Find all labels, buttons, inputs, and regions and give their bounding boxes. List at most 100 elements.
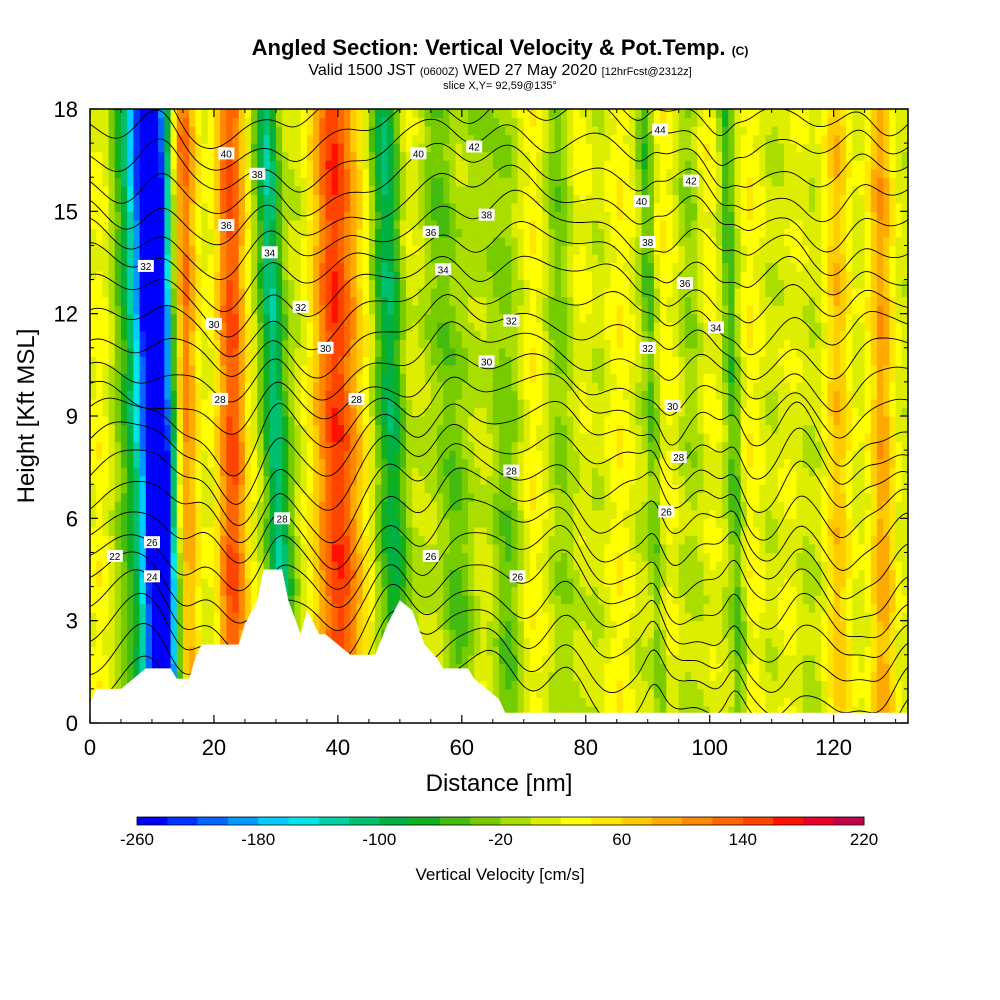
velocity-cell (362, 603, 370, 613)
velocity-cell (412, 433, 420, 443)
velocity-cell (313, 339, 320, 349)
velocity-cell (226, 620, 234, 630)
velocity-cell (170, 560, 178, 571)
velocity-cell (337, 126, 345, 136)
velocity-cell (127, 117, 134, 127)
velocity-cell (443, 271, 451, 281)
velocity-cell (90, 509, 97, 519)
velocity-cell (300, 253, 308, 264)
velocity-cell (486, 569, 494, 579)
velocity-cell (492, 253, 500, 264)
velocity-cell (182, 168, 190, 178)
velocity-cell (164, 475, 172, 485)
velocity-cell (108, 271, 116, 281)
velocity-cell (325, 168, 333, 178)
velocity-cell (443, 109, 451, 119)
velocity-cell (368, 279, 376, 289)
velocity-cell (331, 253, 339, 264)
velocity-cell (430, 313, 438, 323)
velocity-cell (455, 253, 463, 264)
velocity-cell (102, 347, 110, 357)
velocity-cell (170, 271, 178, 281)
velocity-cell (499, 126, 506, 136)
velocity-cell (443, 467, 451, 477)
velocity-cell (337, 552, 345, 562)
velocity-cell (96, 279, 103, 289)
velocity-cell (474, 637, 482, 647)
velocity-cell (151, 381, 159, 392)
velocity-cell (170, 168, 178, 178)
velocity-cell (424, 347, 432, 357)
velocity-cell (120, 450, 128, 460)
velocity-cell (313, 117, 320, 127)
velocity-cell (238, 373, 246, 383)
velocity-cell (133, 424, 141, 434)
velocity-cell (430, 347, 438, 357)
velocity-cell (145, 322, 153, 332)
velocity-cell (486, 620, 494, 630)
velocity-cell (368, 620, 376, 630)
velocity-cell (356, 322, 364, 332)
velocity-cell (300, 364, 308, 374)
velocity-cell (381, 313, 389, 323)
velocity-cell (350, 467, 358, 477)
velocity-cell (127, 603, 134, 613)
velocity-cell (486, 339, 494, 349)
velocity-cell (505, 492, 512, 502)
velocity-cell (275, 364, 283, 374)
velocity-cell (306, 271, 314, 281)
velocity-cell (176, 646, 184, 656)
velocity-cell (381, 518, 389, 528)
velocity-cell (443, 518, 451, 528)
velocity-cell (387, 236, 395, 247)
velocity-cell (244, 143, 252, 153)
velocity-cell (300, 143, 308, 153)
velocity-cell (164, 236, 172, 247)
velocity-cell (449, 492, 457, 502)
velocity-cell (207, 185, 215, 195)
velocity-cell (437, 390, 444, 400)
velocity-cell (331, 381, 339, 392)
velocity-cell (449, 330, 457, 340)
velocity-cell (325, 629, 333, 639)
velocity-cell (257, 253, 265, 264)
velocity-cell (393, 245, 401, 255)
velocity-cell (220, 535, 227, 545)
velocity-cell (356, 211, 364, 221)
velocity-cell (207, 492, 215, 502)
velocity-cell (455, 492, 463, 502)
velocity-cell (461, 569, 469, 579)
velocity-cell (406, 416, 413, 426)
velocity-cell (455, 620, 463, 630)
velocity-cell (337, 595, 345, 605)
velocity-cell (461, 595, 469, 605)
velocity-cell (474, 501, 482, 511)
velocity-cell (182, 364, 190, 374)
velocity-cell (455, 160, 463, 170)
velocity-cell (164, 330, 172, 340)
velocity-cell (492, 637, 500, 647)
velocity-cell (170, 501, 178, 511)
velocity-cell (492, 134, 500, 144)
velocity-cell (381, 211, 389, 221)
velocity-cell (182, 253, 190, 264)
velocity-cell (127, 271, 134, 281)
velocity-cell (468, 492, 475, 502)
velocity-cell (96, 211, 103, 221)
velocity-cell (430, 543, 438, 554)
velocity-cell (368, 373, 376, 383)
velocity-cell (189, 160, 196, 170)
velocity-cell (170, 467, 178, 477)
velocity-cell (151, 543, 159, 554)
velocity-cell (164, 603, 172, 613)
velocity-cell (226, 458, 234, 468)
velocity-cell (505, 578, 512, 588)
velocity-cell (387, 450, 395, 460)
velocity-cell (220, 629, 227, 639)
velocity-cell (114, 416, 122, 426)
velocity-cell (207, 569, 215, 579)
velocity-cell (90, 381, 97, 392)
velocity-cell (257, 390, 265, 400)
velocity-cell (182, 279, 190, 289)
velocity-cell (189, 407, 196, 417)
